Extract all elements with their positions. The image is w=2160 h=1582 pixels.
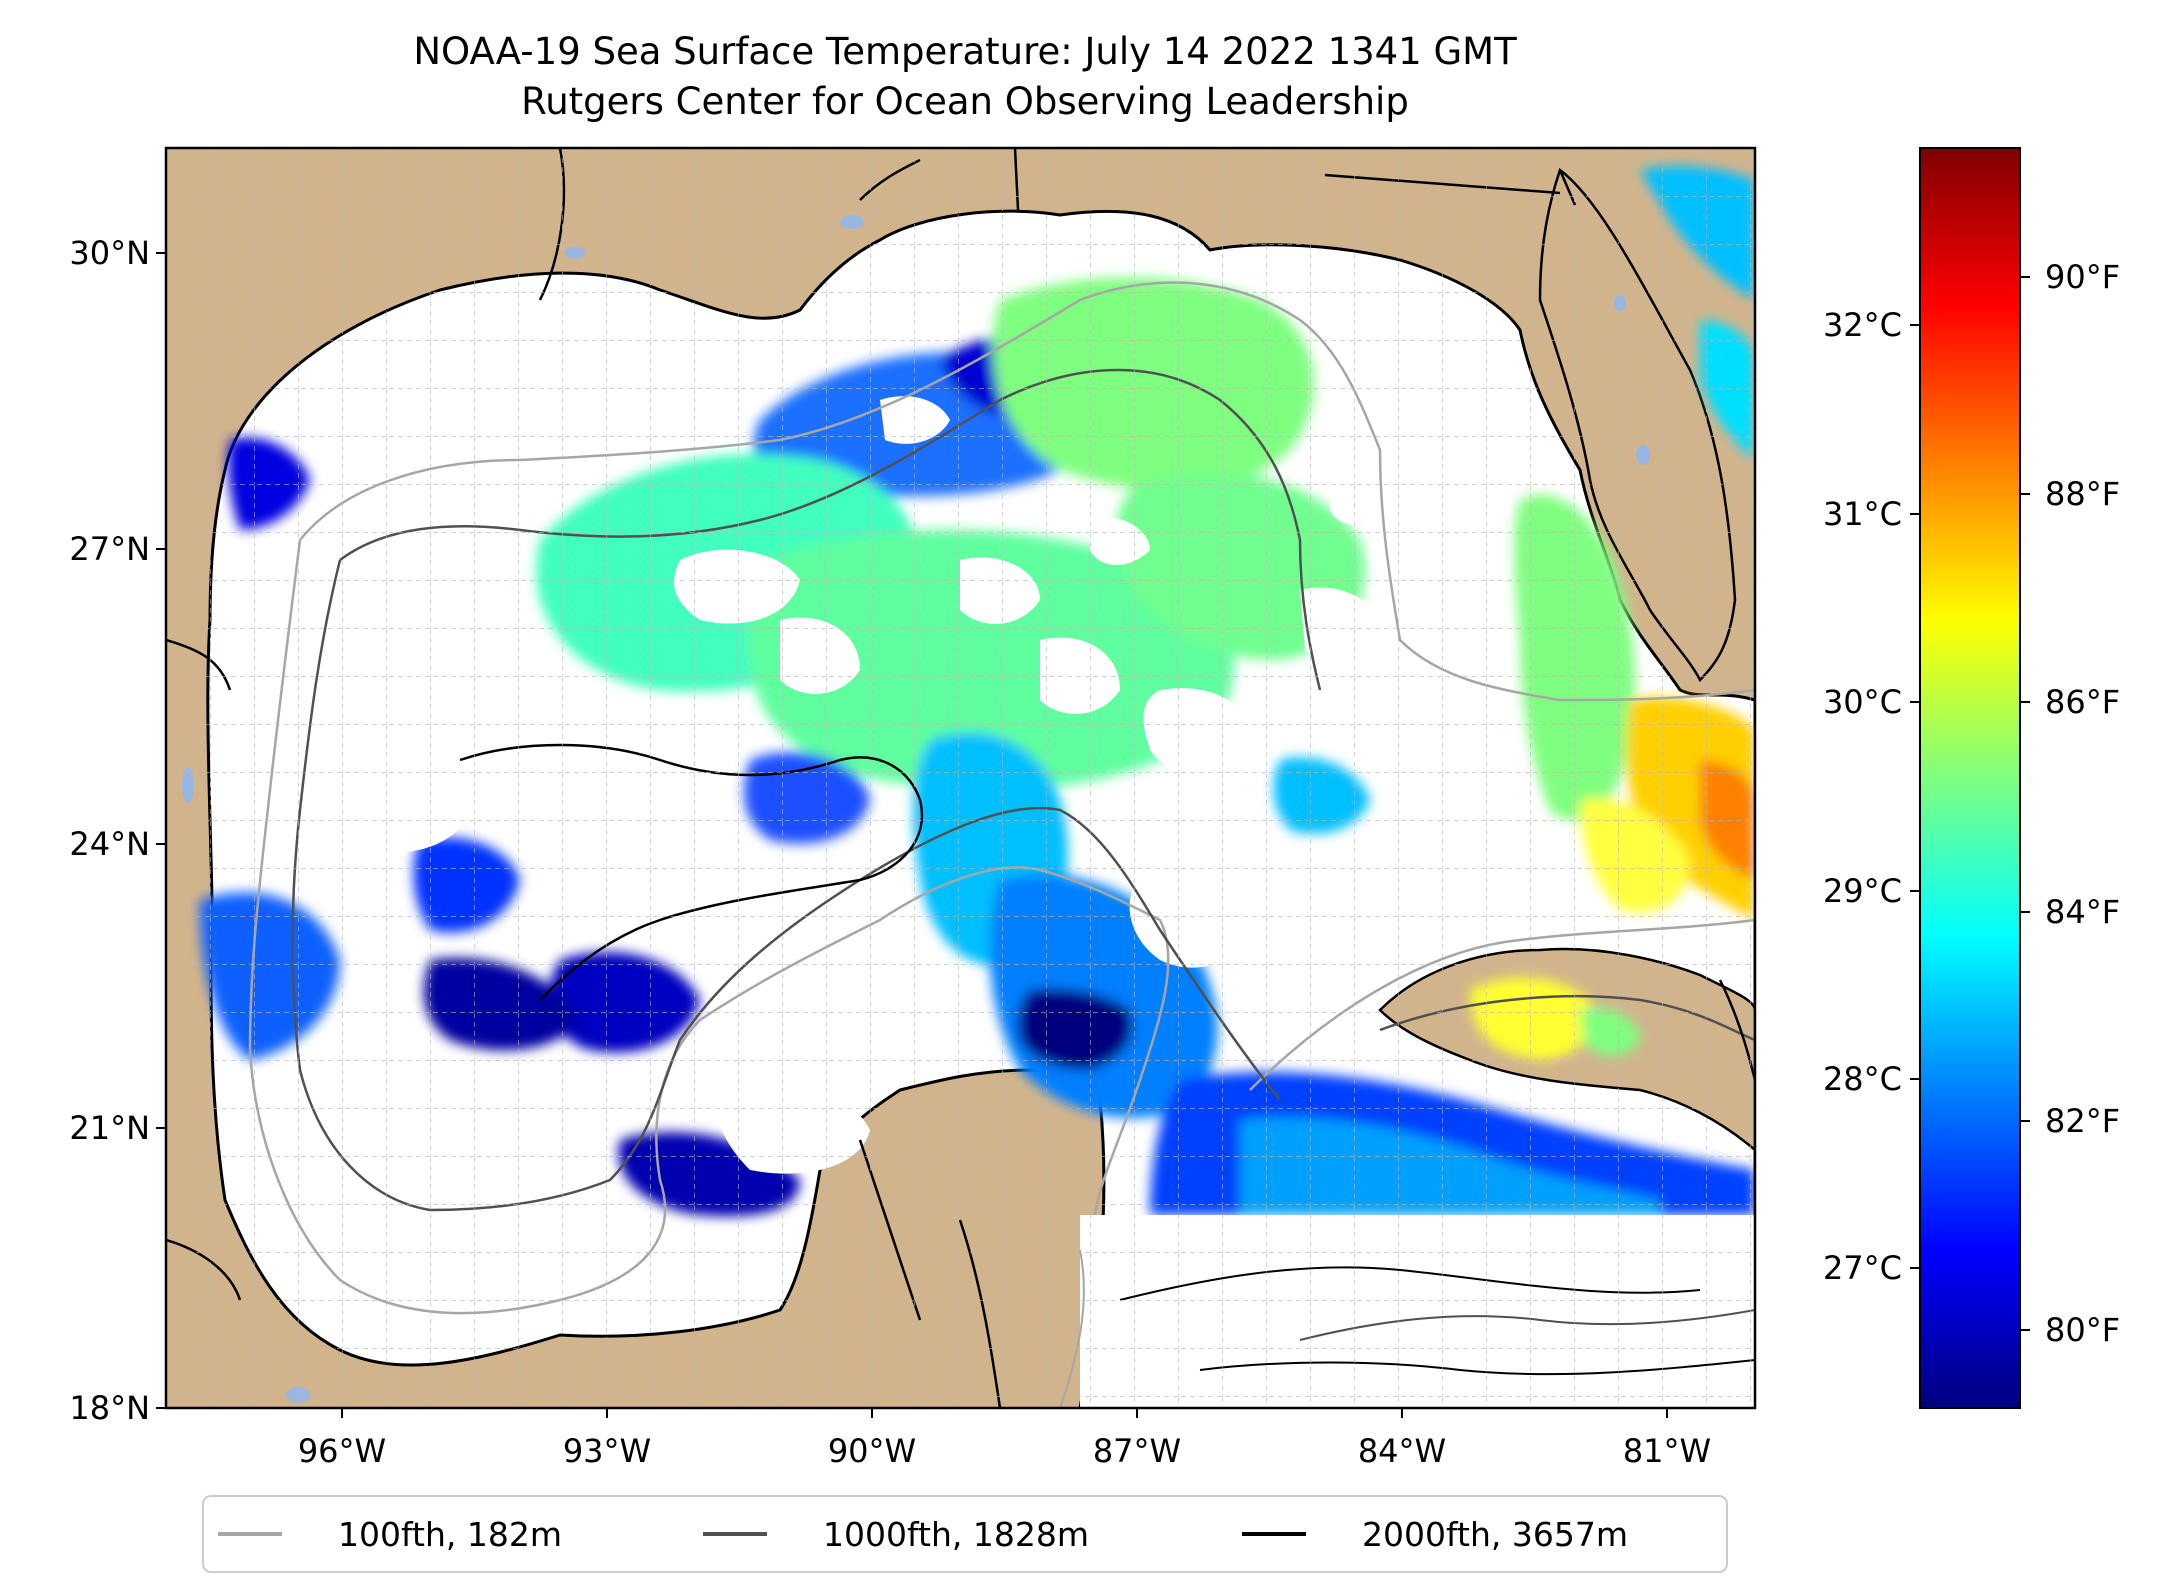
lon-tick-label: 96°W xyxy=(298,1432,386,1470)
colorbar-celsius-label: 29°C xyxy=(1823,872,1902,910)
lon-tick-label: 81°W xyxy=(1623,1432,1711,1470)
map-frame xyxy=(164,146,1757,1410)
legend-label-100fth: 100fth, 182m xyxy=(338,1515,562,1554)
colorbar-fahrenheit-label: 84°F xyxy=(2045,893,2120,931)
colorbar-celsius-label: 32°C xyxy=(1823,306,1902,344)
lat-axis: 30°N 27°N 24°N 21°N 18°N xyxy=(69,234,166,1427)
colorbar-fahrenheit-label: 80°F xyxy=(2045,1311,2120,1349)
colorbar-fahrenheit-label: 82°F xyxy=(2045,1102,2120,1140)
lon-tick-label: 87°W xyxy=(1093,1432,1181,1470)
colorbar-celsius-label: 28°C xyxy=(1823,1060,1902,1098)
colorbar-fahrenheit-label: 86°F xyxy=(2045,683,2120,721)
lon-tick-label: 84°W xyxy=(1358,1432,1446,1470)
map-subtitle: Rutgers Center for Ocean Observing Leade… xyxy=(521,80,1409,123)
colorbar-celsius-label: 30°C xyxy=(1823,683,1902,721)
lat-tick-label: 27°N xyxy=(69,530,150,568)
lat-tick-label: 21°N xyxy=(69,1109,150,1147)
lon-tick-label: 90°W xyxy=(828,1432,916,1470)
colorbar: 32°C 31°C 30°C 29°C 28°C 27°C 90°F 88°F … xyxy=(1823,147,2120,1409)
lat-tick-label: 30°N xyxy=(69,234,150,272)
colorbar-fahrenheit-label: 88°F xyxy=(2045,475,2120,513)
lon-axis: 96°W 93°W 90°W 87°W 84°W 81°W xyxy=(298,1408,1711,1470)
colorbar-celsius-label: 31°C xyxy=(1823,495,1902,533)
legend-label-2000fth: 2000fth, 3657m xyxy=(1362,1515,1628,1554)
lat-tick-label: 24°N xyxy=(69,825,150,863)
lon-tick-label: 93°W xyxy=(563,1432,651,1470)
colorbar-fahrenheit-label: 90°F xyxy=(2045,258,2120,296)
legend: 100fth, 182m 1000fth, 1828m 2000fth, 365… xyxy=(202,1495,1728,1573)
legend-label-1000fth: 1000fth, 1828m xyxy=(823,1515,1089,1554)
lat-tick-label: 18°N xyxy=(69,1389,150,1427)
map-title: NOAA-19 Sea Surface Temperature: July 14… xyxy=(413,30,1517,73)
colorbar-celsius-label: 27°C xyxy=(1823,1249,1902,1287)
